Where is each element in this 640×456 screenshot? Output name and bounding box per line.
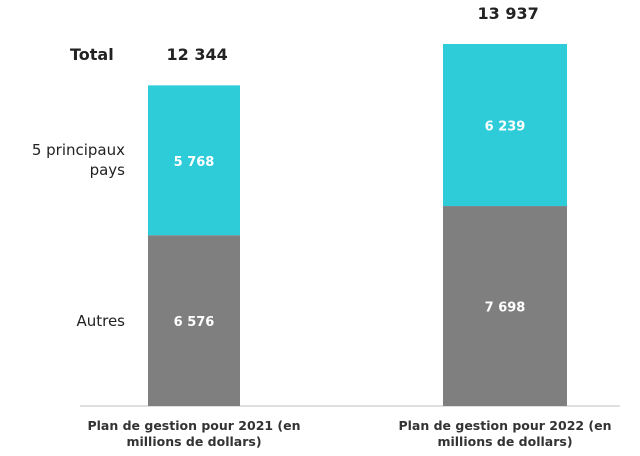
bar-segment <box>148 85 240 236</box>
bar-segment <box>443 206 567 406</box>
value-label: 6 576 <box>174 315 215 330</box>
total-label: Total <box>70 45 114 64</box>
value-label: 7 698 <box>485 301 526 316</box>
series-label: Autres <box>76 311 125 330</box>
total-value: 12 344 <box>166 45 228 65</box>
series-label: 5 principaux pays <box>31 141 125 180</box>
total-value: 13 937 <box>477 4 539 23</box>
value-label: 6 239 <box>485 120 526 135</box>
x-tick-label: Plan de gestion pour 2022 (en millions d… <box>398 418 612 449</box>
value-label: 5 768 <box>174 155 215 170</box>
bar-segment <box>443 44 567 207</box>
x-tick-label: Plan de gestion pour 2021 (en millions d… <box>87 418 301 449</box>
bar-segment <box>148 235 240 406</box>
